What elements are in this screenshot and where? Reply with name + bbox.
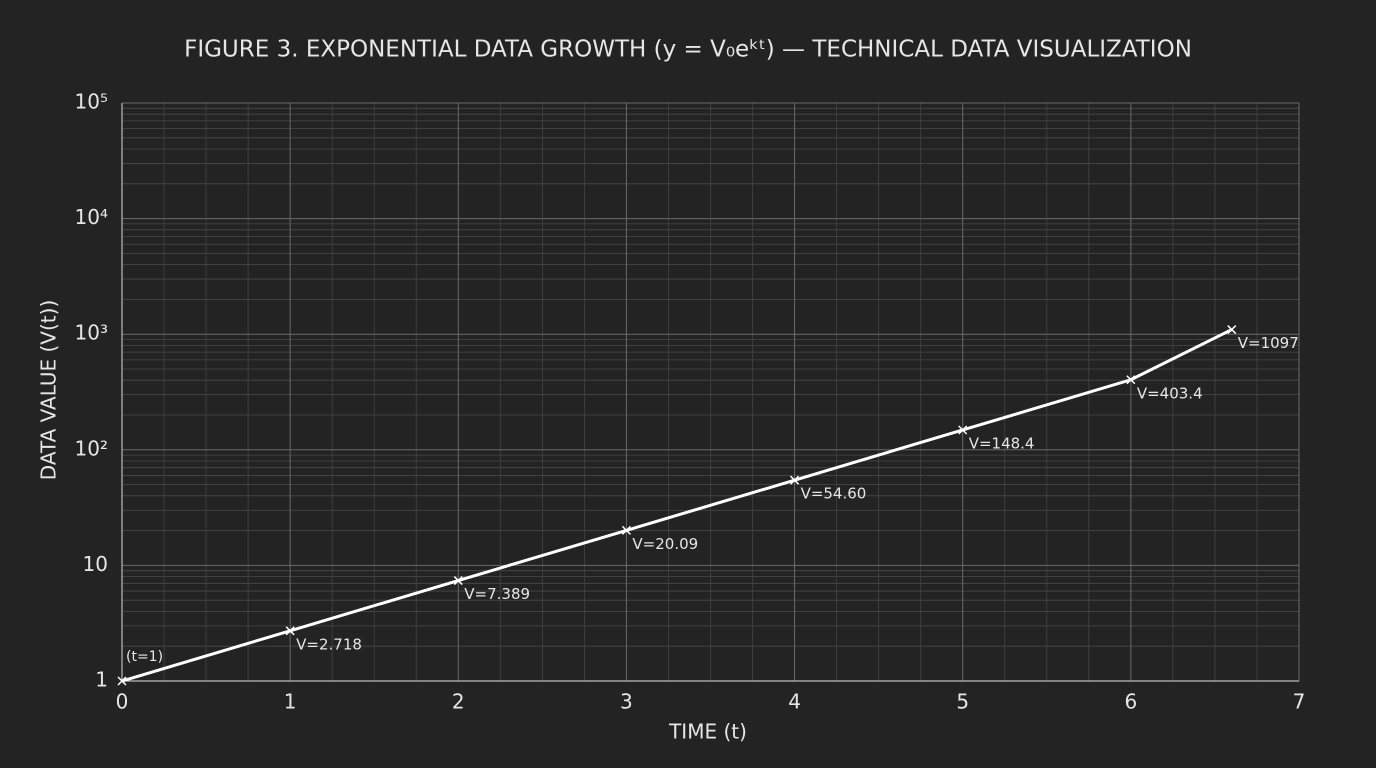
data-label: V=148.4 bbox=[969, 434, 1035, 452]
data-label: V=20.09 bbox=[632, 535, 698, 553]
y-tick-label: 10² bbox=[75, 436, 108, 460]
point-marker bbox=[1126, 375, 1136, 385]
y-tick-label: 10⁵ bbox=[75, 90, 108, 114]
data-label: V=1097 bbox=[1238, 334, 1299, 352]
point-marker bbox=[621, 525, 631, 535]
point-marker bbox=[790, 475, 800, 485]
data-label: V=54.60 bbox=[801, 485, 867, 503]
x-tick-label: 3 bbox=[620, 690, 633, 714]
x-tick-label: 6 bbox=[1124, 690, 1137, 714]
x-tick-label: 4 bbox=[788, 690, 801, 714]
x-tick-label: 5 bbox=[956, 690, 969, 714]
x-tick-label: 1 bbox=[284, 690, 297, 714]
data-label: V=403.4 bbox=[1137, 384, 1203, 402]
x-tick-label: 0 bbox=[116, 690, 129, 714]
x-tick-label: 2 bbox=[452, 690, 465, 714]
point-marker bbox=[117, 676, 127, 686]
point-marker bbox=[453, 576, 463, 586]
data-label: V=7.389 bbox=[464, 585, 530, 603]
y-tick-label: 10 bbox=[83, 552, 108, 576]
y-tick-label: 10³ bbox=[75, 321, 108, 345]
chart-title: FIGURE 3. EXPONENTIAL DATA GROWTH (y = V… bbox=[184, 37, 1192, 63]
annotation: (t=1) bbox=[126, 649, 163, 665]
data-line bbox=[121, 328, 1233, 683]
y-tick-label: 1 bbox=[95, 668, 108, 692]
y-axis-label: DATA VALUE (V(t)) bbox=[37, 300, 61, 480]
x-axis-label: TIME (t) bbox=[668, 720, 747, 744]
y-tick-label: 10⁴ bbox=[75, 205, 108, 229]
point-marker bbox=[1227, 325, 1237, 335]
point-marker bbox=[958, 425, 968, 435]
data-label: V=2.718 bbox=[296, 635, 362, 653]
x-tick-label: 7 bbox=[1293, 690, 1306, 714]
point-marker bbox=[285, 626, 295, 636]
